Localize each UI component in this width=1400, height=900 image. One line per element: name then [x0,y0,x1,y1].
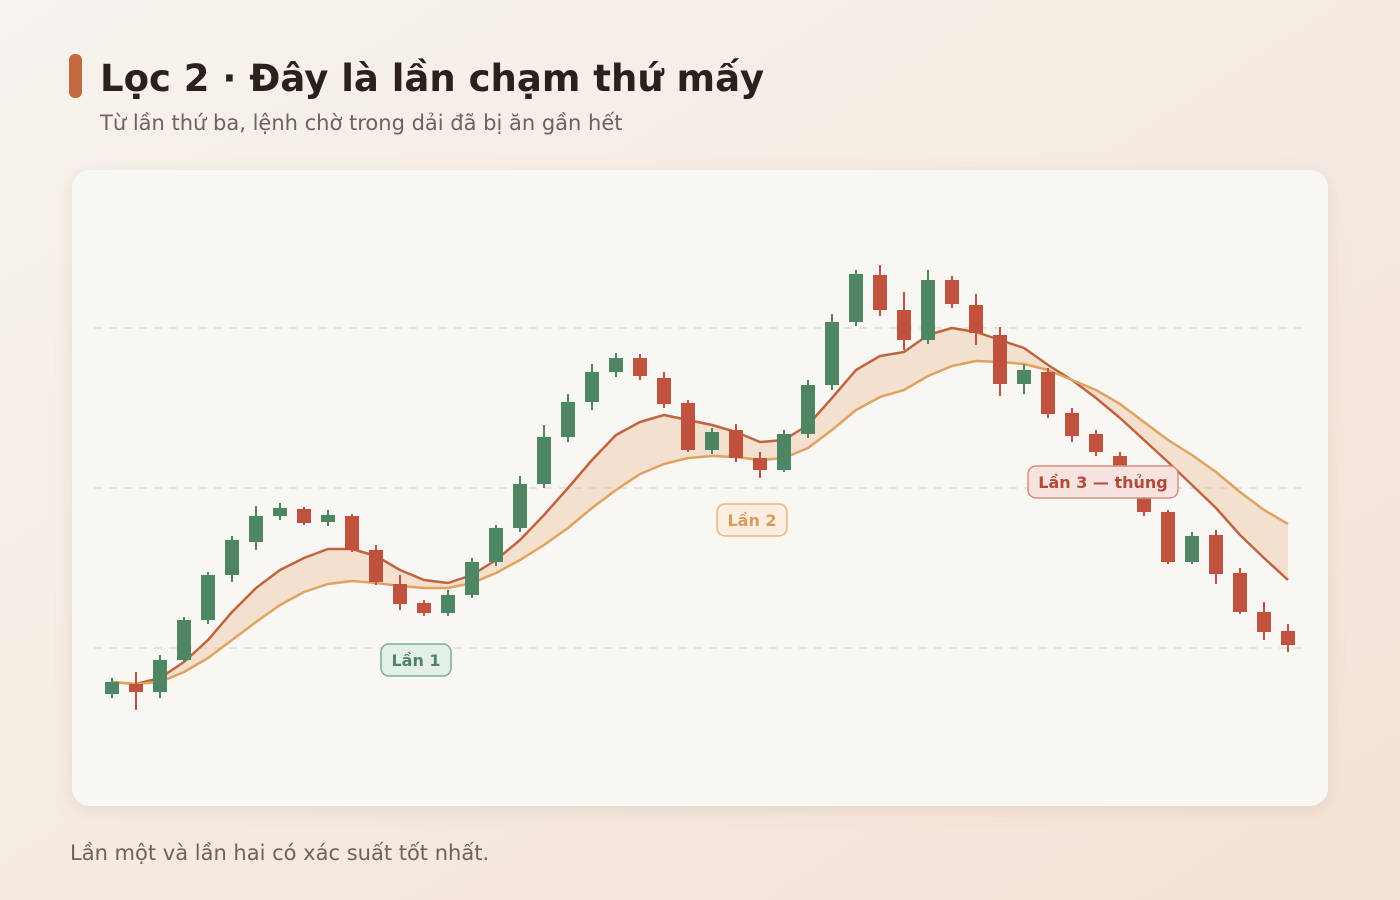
candle-body [465,562,479,595]
candle-body [561,402,575,437]
candle-body [1209,535,1223,574]
moving-average [111,326,1289,686]
annotation: Lần 3 — thủng [1038,473,1168,492]
annotation-box [716,503,788,537]
candle-body [249,516,263,542]
chart-subtitle: Từ lần thứ ba, lệnh chờ trong dải đã bị … [99,111,623,135]
candle-body [441,595,455,613]
candle-body [417,603,431,613]
annotation: Lần 2 [727,511,776,530]
candle-body [1281,631,1295,645]
candle-body [1161,512,1175,562]
candle-body [177,620,191,660]
candle-body [1185,536,1199,562]
candle-body [105,682,119,694]
candle-body [1017,370,1031,384]
candle-body [777,434,791,470]
chart-title: Lọc 2 · Đây là lần chạm thứ mấy [100,57,764,100]
annotation: Lần 1 [391,651,440,670]
candle-body [825,322,839,385]
annotations: Lần 1 Lần 2 Lần 3 — thủng [380,465,1179,677]
annotation-box [380,643,452,677]
candle-body [897,310,911,340]
candle-body [1041,372,1055,414]
candle-body [1065,413,1079,436]
candle-body [129,684,143,692]
candle-body [489,528,503,562]
candle-body [201,575,215,620]
title-accent [69,54,82,98]
candle-body [585,372,599,402]
candle-body [849,274,863,322]
candle-body [753,458,767,470]
candle-body [969,305,983,333]
candle-body [873,275,887,310]
candle-body [921,280,935,340]
candle-body [1089,434,1103,452]
candle-body [321,515,335,522]
candle-body [657,378,671,404]
candle-body [1233,573,1247,612]
candle-body [681,403,695,450]
candle-body [537,437,551,484]
candle-body [345,516,359,550]
moving-average [111,359,1289,686]
candle-body [1257,612,1271,632]
candle-body [729,430,743,458]
candle-body [705,432,719,450]
candle-body [297,509,311,523]
candle-body [369,550,383,582]
candle-body [993,335,1007,384]
candle-body [801,385,815,434]
candle-body [945,280,959,304]
candle-body [153,660,167,692]
candle-body [393,584,407,604]
footnote: Lần một và lần hai có xác suất tốt nhất. [70,841,489,865]
candle-body [633,358,647,376]
candle-body [513,484,527,528]
candle-body [273,508,287,516]
candle-body [225,540,239,575]
candle-body [609,358,623,372]
annotation-box [1027,465,1179,499]
